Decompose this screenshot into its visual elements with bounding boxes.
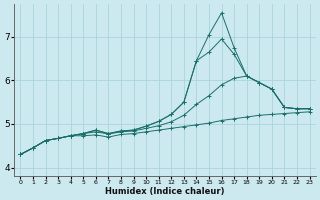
- X-axis label: Humidex (Indice chaleur): Humidex (Indice chaleur): [105, 187, 225, 196]
